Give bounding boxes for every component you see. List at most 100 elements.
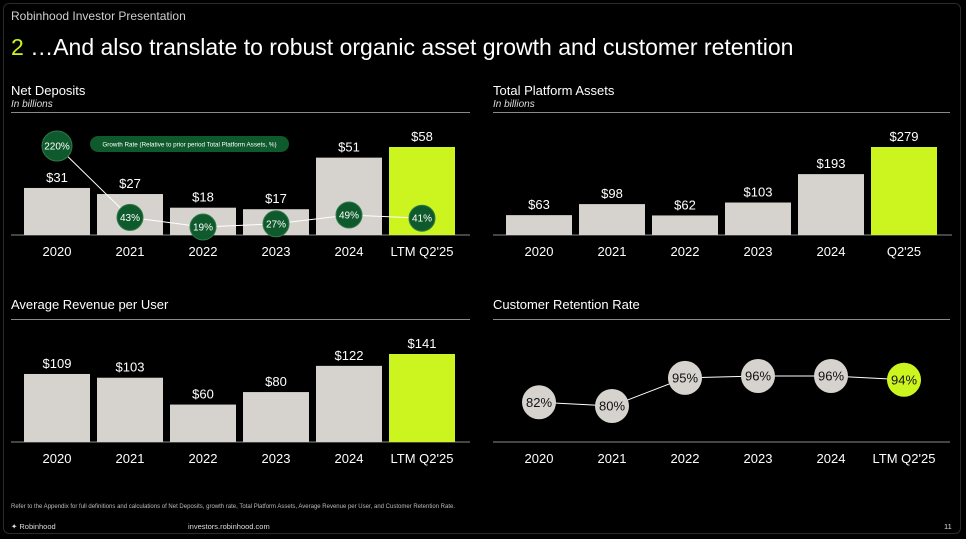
retention-marker <box>668 360 702 395</box>
page-number: 11 <box>944 522 952 531</box>
bar-value-label: $109 <box>43 356 72 371</box>
retention-marker <box>522 385 556 420</box>
bar <box>97 377 163 442</box>
x-tick-label: 2024 <box>817 451 846 466</box>
platform-assets-rule <box>493 112 950 113</box>
x-tick-label: 2023 <box>262 244 291 259</box>
bar-value-label: $17 <box>265 191 287 206</box>
retention-marker <box>741 359 775 393</box>
growth-rate-label: 41% <box>412 214 432 225</box>
bar-value-label: $58 <box>411 129 433 144</box>
x-tick-label: 2022 <box>671 451 700 466</box>
slide-frame <box>3 3 961 534</box>
growth-rate-marker <box>189 213 217 241</box>
bar <box>652 215 718 235</box>
bar-value-label: $279 <box>890 129 919 144</box>
x-tick-label: 2020 <box>43 244 72 259</box>
bar <box>243 392 309 442</box>
title-text: …And also translate to robust organic as… <box>30 34 794 60</box>
arpu-title: Average Revenue per User <box>11 297 169 312</box>
x-tick-label: 2022 <box>189 244 218 259</box>
bar-value-label: $80 <box>265 374 287 389</box>
x-tick-label: 2021 <box>116 451 145 466</box>
bar-value-label: $193 <box>817 156 846 171</box>
growth-rate-label: 19% <box>193 223 213 234</box>
bar-value-label: $62 <box>674 197 696 212</box>
logo-text: Robinhood <box>19 522 56 531</box>
growth-rate-label: 220% <box>44 142 70 153</box>
bar-value-label: $18 <box>192 190 214 205</box>
bar-value-label: $103 <box>744 185 773 200</box>
retention-value-label: 94% <box>891 372 917 387</box>
presentation-label: Robinhood Investor Presentation <box>11 9 186 23</box>
retention-rule <box>493 319 950 320</box>
platform-assets-subtitle: In billions <box>493 99 535 110</box>
bar <box>725 202 791 235</box>
x-tick-label: 2022 <box>189 451 218 466</box>
retention-value-label: 96% <box>818 369 844 384</box>
bar-value-label: $103 <box>116 360 145 375</box>
x-tick-label: Q2'25 <box>887 244 921 259</box>
bar <box>24 187 90 235</box>
net-deposits-chart: $31 2020 $27 2021 $18 2022 $17 2023 $51 2024 $58 LT… <box>11 129 470 259</box>
bar <box>506 215 572 235</box>
retention-title: Customer Retention Rate <box>493 297 640 312</box>
net-deposits-subtitle: In billions <box>11 99 53 110</box>
retention-value-label: 80% <box>599 399 625 414</box>
x-tick-label: 2021 <box>116 244 145 259</box>
growth-rate-marker <box>335 201 363 229</box>
growth-rate-label: 43% <box>120 213 140 224</box>
footnote: Refer to the Appendix for full definitio… <box>11 504 456 510</box>
footer-logo: ✦ Robinhood <box>11 522 56 531</box>
platform-assets-title: Total Platform Assets <box>493 83 615 98</box>
net-deposits-title: Net Deposits <box>11 83 86 98</box>
legend-pill <box>90 136 289 152</box>
footer-url[interactable]: investors.robinhood.com <box>188 522 270 531</box>
retention-marker <box>814 359 848 393</box>
arpu-chart: $109 2020 $103 2021 $60 2022 $80 2023 $122 2024 $1… <box>11 336 470 466</box>
retention-value-label: 96% <box>745 369 771 384</box>
retention-value-label: 82% <box>526 395 552 410</box>
bar <box>579 204 645 235</box>
x-tick-label: 2023 <box>744 244 773 259</box>
bar-value-label: $60 <box>192 387 214 402</box>
bar-value-label: $98 <box>601 186 623 201</box>
growth-rate-label: 27% <box>266 219 286 230</box>
growth-rate-label: 49% <box>339 211 359 222</box>
bar <box>24 373 90 442</box>
bar-value-label: $51 <box>338 140 360 155</box>
feather-icon: ✦ <box>11 522 18 531</box>
x-tick-label: 2024 <box>335 244 364 259</box>
platform-assets-chart: $63 2020 $98 2021 $62 2022 $103 2023 $193 2024 $27… <box>493 129 952 259</box>
retention-value-label: 95% <box>672 370 698 385</box>
arpu-rule <box>11 319 470 320</box>
retention-marker <box>595 389 629 423</box>
growth-rate-marker <box>116 203 144 231</box>
bar <box>389 354 455 442</box>
x-tick-label: 2023 <box>262 451 291 466</box>
bar-value-label: $122 <box>335 348 364 363</box>
bar <box>316 365 382 442</box>
x-tick-label: 2021 <box>598 451 627 466</box>
net-deposits-rule <box>11 112 470 113</box>
x-tick-label: 2020 <box>525 451 554 466</box>
x-tick-label: LTM Q2'25 <box>873 451 936 466</box>
legend-label: Growth Rate (Relative to prior period To… <box>102 142 276 149</box>
growth-rate-marker <box>408 204 436 232</box>
bar <box>798 174 864 235</box>
bar-value-label: $63 <box>528 197 550 212</box>
growth-rate-marker <box>41 130 73 162</box>
x-tick-label: LTM Q2'25 <box>391 244 454 259</box>
section-number: 2 <box>11 34 24 60</box>
bar-value-label: $27 <box>119 176 141 191</box>
bar-value-label: $141 <box>408 336 437 351</box>
slide-title: 2 …And also translate to robust organic … <box>11 34 793 61</box>
x-tick-label: 2024 <box>335 451 364 466</box>
x-tick-label: 2023 <box>744 451 773 466</box>
x-tick-label: 2020 <box>525 244 554 259</box>
x-tick-label: 2021 <box>598 244 627 259</box>
retention-line <box>538 375 905 407</box>
x-tick-label: 2020 <box>43 451 72 466</box>
retention-chart: 82% 2020 80% 2021 95% 2022 96% 2023 96% 2024 94% LT… <box>493 359 950 466</box>
x-tick-label: LTM Q2'25 <box>391 451 454 466</box>
